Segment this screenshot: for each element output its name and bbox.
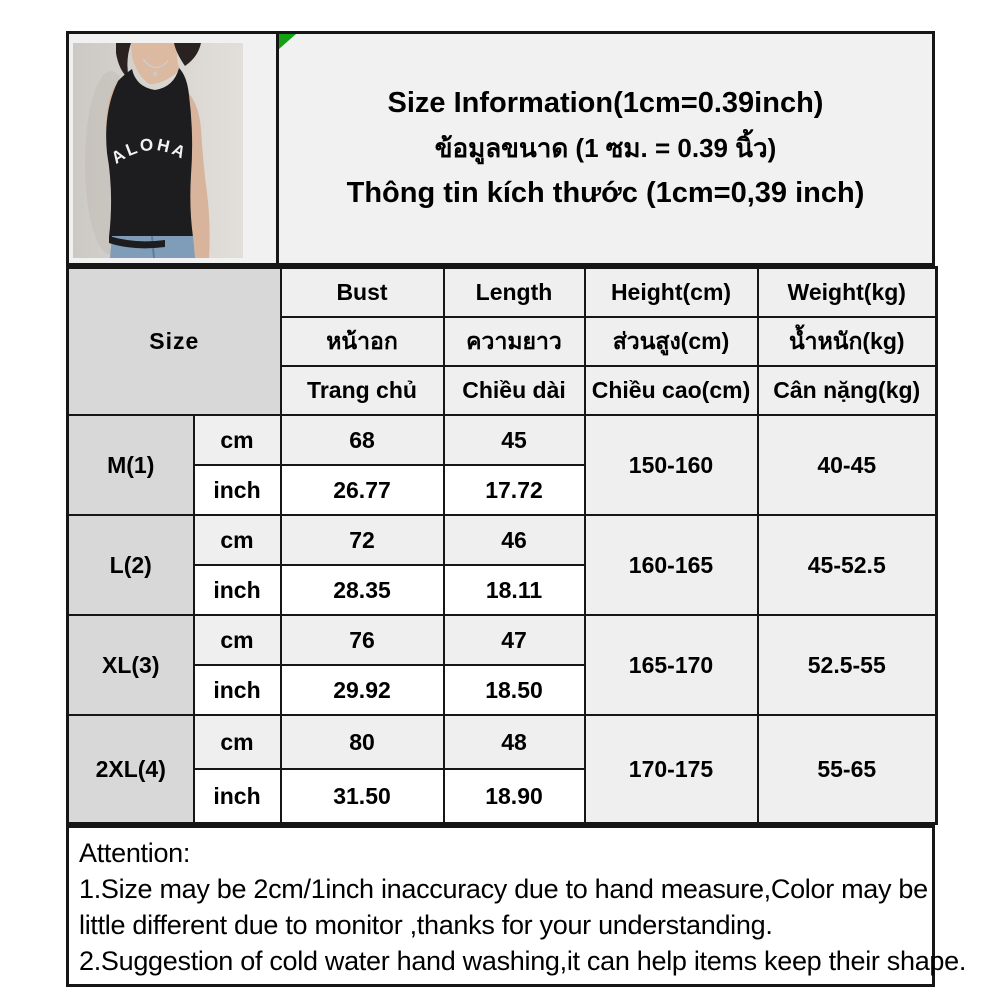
tank-top <box>106 68 193 237</box>
cell-bust-inch: 26.77 <box>279 464 445 516</box>
necklace <box>142 58 169 69</box>
attention-box: Attention: 1.Size may be 2cm/1inch inacc… <box>66 825 967 987</box>
attention-line: 2.Suggestion of cold water hand washing,… <box>79 946 967 976</box>
cell-height-range: 160-165 <box>583 514 759 616</box>
attention-line: little different due to monitor ,thanks … <box>79 910 773 940</box>
header-section: ALOHA Size Information(1cm=0.39inch) ข้อ… <box>66 31 935 266</box>
col-header-bust-vi: Trang chủ <box>279 365 445 416</box>
unit-label-inch: inch <box>192 664 282 716</box>
col-header-bust-th: หน้าอก <box>279 316 445 367</box>
cell-bust-cm: 76 <box>279 614 445 666</box>
unit-label-cm: cm <box>192 514 282 566</box>
model-hair <box>172 43 201 66</box>
cell-weight-range: 40-45 <box>756 414 938 516</box>
cell-length-inch: 17.72 <box>442 464 586 516</box>
product-photo-cell: ALOHA <box>69 34 279 263</box>
cell-bust-inch: 29.92 <box>279 664 445 716</box>
size-label: M(1) <box>66 414 195 516</box>
size-label: 2XL(4) <box>66 714 195 825</box>
cell-bust-inch: 31.50 <box>279 768 445 825</box>
title-thai: ข้อมูลขนาด (1 ซม. = 0.39 นิ้ว) <box>434 133 777 163</box>
unit-label-cm: cm <box>192 714 282 770</box>
model-neck <box>131 43 180 85</box>
tank-top-hem <box>109 236 165 249</box>
col-header-bust-en: Bust <box>279 266 445 318</box>
size-chart-content: ALOHA Size Information(1cm=0.39inch) ข้อ… <box>66 31 967 987</box>
cell-height-range: 165-170 <box>583 614 759 716</box>
cell-bust-cm: 72 <box>279 514 445 566</box>
title-cell: Size Information(1cm=0.39inch) ข้อมูลขนา… <box>279 34 932 263</box>
title-vietnamese: Thông tin kích thước (1cm=0,39 inch) <box>346 177 865 209</box>
unit-label-inch: inch <box>192 564 282 616</box>
cell-bust-cm: 68 <box>279 414 445 466</box>
col-header-length-en: Length <box>442 266 586 318</box>
col-header-height-vi: Chiều cao(cm) <box>583 365 759 416</box>
cell-length-cm: 48 <box>442 714 586 770</box>
attention-line: 1.Size may be 2cm/1inch inaccuracy due t… <box>79 874 928 904</box>
unit-label-inch: inch <box>192 464 282 516</box>
cell-length-inch: 18.11 <box>442 564 586 616</box>
size-label: L(2) <box>66 514 195 616</box>
cell-height-range: 150-160 <box>583 414 759 516</box>
col-header-height-th: ส่วนสูง(cm) <box>583 316 759 367</box>
cell-length-cm: 46 <box>442 514 586 566</box>
necklace-pendant <box>152 71 158 77</box>
col-header-length-vi: Chiều dài <box>442 365 586 416</box>
cell-weight-range: 52.5-55 <box>756 614 938 716</box>
cell-weight-range: 45-52.5 <box>756 514 938 616</box>
col-header-weight-en: Weight(kg) <box>756 266 938 318</box>
attention-heading: Attention: <box>79 838 191 868</box>
cell-bust-cm: 80 <box>279 714 445 770</box>
product-photo: ALOHA <box>73 43 243 259</box>
unit-label-inch: inch <box>192 768 282 825</box>
size-label: XL(3) <box>66 614 195 716</box>
size-table: Size Bust Length Height(cm) Weight(kg) ห… <box>66 266 938 825</box>
corner-marker-icon <box>279 34 296 49</box>
cell-length-inch: 18.90 <box>442 768 586 825</box>
title-english: Size Information(1cm=0.39inch) <box>387 87 824 119</box>
cell-length-cm: 47 <box>442 614 586 666</box>
col-header-weight-vi: Cân nặng(kg) <box>756 365 938 416</box>
cell-height-range: 170-175 <box>583 714 759 825</box>
size-header: Size <box>66 266 282 416</box>
unit-label-cm: cm <box>192 414 282 466</box>
col-header-height-en: Height(cm) <box>583 266 759 318</box>
cell-weight-range: 55-65 <box>756 714 938 825</box>
cell-bust-inch: 28.35 <box>279 564 445 616</box>
col-header-weight-th: น้ำหนัก(kg) <box>756 316 938 367</box>
unit-label-cm: cm <box>192 614 282 666</box>
col-header-length-th: ความยาว <box>442 316 586 367</box>
model-hair <box>116 43 131 79</box>
cell-length-inch: 18.50 <box>442 664 586 716</box>
cell-length-cm: 45 <box>442 414 586 466</box>
